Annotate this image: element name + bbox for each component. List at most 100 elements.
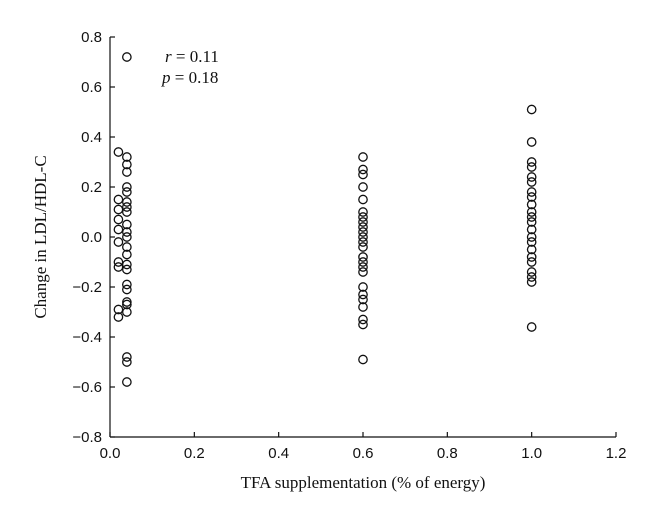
data-point — [113, 312, 124, 322]
data-point — [122, 197, 132, 207]
data-point — [358, 194, 368, 205]
x-tick-label: 0.6 — [353, 445, 374, 462]
data-point — [122, 219, 132, 230]
data-point — [358, 152, 368, 162]
plot-area: −0.8−0.6−0.4−0.20.00.20.40.60.8 0.0 0.2 0.… — [72, 29, 626, 462]
data-point — [122, 307, 132, 317]
data-point — [358, 232, 368, 242]
x-tick-label: 0.2 — [184, 445, 205, 462]
data-point — [358, 257, 368, 267]
x-axis-title: TFA supplementation (% of energy) — [241, 473, 486, 492]
data-point — [358, 354, 368, 365]
data-point — [358, 289, 368, 300]
correlation-annotation: r = 0.11 — [165, 47, 219, 66]
data-point — [358, 262, 368, 272]
data-point — [122, 279, 132, 290]
x-axis-ticks: 0.0 0.2 0.4 0.6 0.8 1.0 1.2 — [100, 432, 627, 462]
data-point — [526, 232, 537, 242]
data-point — [526, 217, 537, 227]
data-point — [358, 252, 368, 262]
data-point — [358, 294, 368, 305]
r-symbol: r — [165, 47, 172, 66]
data-point — [122, 187, 132, 197]
data-point — [122, 227, 132, 237]
data-point — [526, 272, 537, 282]
data-point — [122, 357, 132, 367]
data-point — [122, 152, 132, 162]
y-tick-label: 0.8 — [81, 29, 102, 46]
x-tick-label: 1.0 — [521, 445, 542, 462]
data-points — [113, 52, 537, 387]
data-point — [526, 192, 537, 202]
data-point — [358, 267, 368, 277]
data-point — [526, 104, 537, 115]
y-axis-title: Change in LDL/HDL-C — [31, 155, 50, 318]
data-point — [122, 232, 132, 242]
data-point — [122, 242, 132, 252]
data-point — [358, 207, 368, 217]
y-tick-label: −0.8 — [72, 429, 102, 446]
data-point — [122, 297, 132, 307]
data-point — [526, 137, 537, 147]
x-tick-label: 0.0 — [100, 445, 121, 462]
data-point — [526, 177, 537, 187]
data-point — [113, 224, 124, 235]
data-point — [358, 164, 368, 175]
x-tick-label: 1.2 — [606, 445, 627, 462]
data-point — [526, 322, 537, 332]
data-point — [358, 319, 368, 330]
r-value: = 0.11 — [172, 47, 219, 66]
x-tick-label: 0.8 — [437, 445, 458, 462]
data-point — [122, 182, 132, 192]
y-tick-label: 0.2 — [81, 179, 102, 196]
p-value: = 0.18 — [171, 68, 219, 87]
data-point — [526, 157, 537, 167]
data-point — [526, 187, 537, 197]
data-point — [122, 259, 132, 270]
data-point — [113, 237, 124, 247]
y-tick-label: 0.0 — [81, 229, 102, 246]
data-point — [113, 204, 124, 215]
data-point — [113, 304, 124, 315]
data-point — [113, 194, 124, 205]
data-point — [122, 284, 132, 295]
x-tick-label: 0.4 — [268, 445, 289, 462]
y-tick-label: −0.6 — [72, 379, 102, 396]
data-point — [526, 237, 537, 247]
data-point — [122, 207, 132, 217]
data-point — [113, 257, 124, 267]
data-point — [122, 352, 132, 362]
data-point — [358, 237, 368, 247]
data-point — [122, 249, 132, 260]
data-point — [113, 262, 124, 272]
data-point — [358, 302, 368, 312]
data-point — [122, 377, 132, 387]
data-point — [358, 242, 368, 252]
y-tick-label: 0.6 — [81, 79, 102, 96]
data-point — [113, 147, 124, 157]
p-value-annotation: p = 0.18 — [161, 68, 218, 87]
data-point — [122, 264, 132, 275]
y-axis-ticks: −0.8 −0.6 −0.4 −0.2 0.0 0.2 0.4 0.6 0.8 — [72, 29, 115, 446]
y-tick-label: −0.4 — [72, 329, 102, 346]
data-point — [122, 167, 132, 177]
data-point — [122, 52, 132, 62]
data-point — [526, 212, 537, 222]
data-point — [526, 162, 537, 172]
data-point — [113, 214, 124, 225]
data-point — [358, 227, 368, 237]
data-point — [526, 257, 537, 267]
y-tick-label: −0.2 — [72, 279, 102, 296]
data-point — [526, 199, 537, 210]
data-point — [358, 217, 368, 227]
data-point — [358, 169, 368, 180]
data-point — [358, 282, 368, 292]
data-point — [358, 314, 368, 325]
data-point — [122, 202, 132, 212]
y-tick-label: 0.4 — [81, 129, 102, 146]
data-point — [526, 267, 537, 277]
data-point — [526, 277, 537, 287]
data-point — [526, 252, 537, 262]
data-point — [358, 182, 368, 192]
